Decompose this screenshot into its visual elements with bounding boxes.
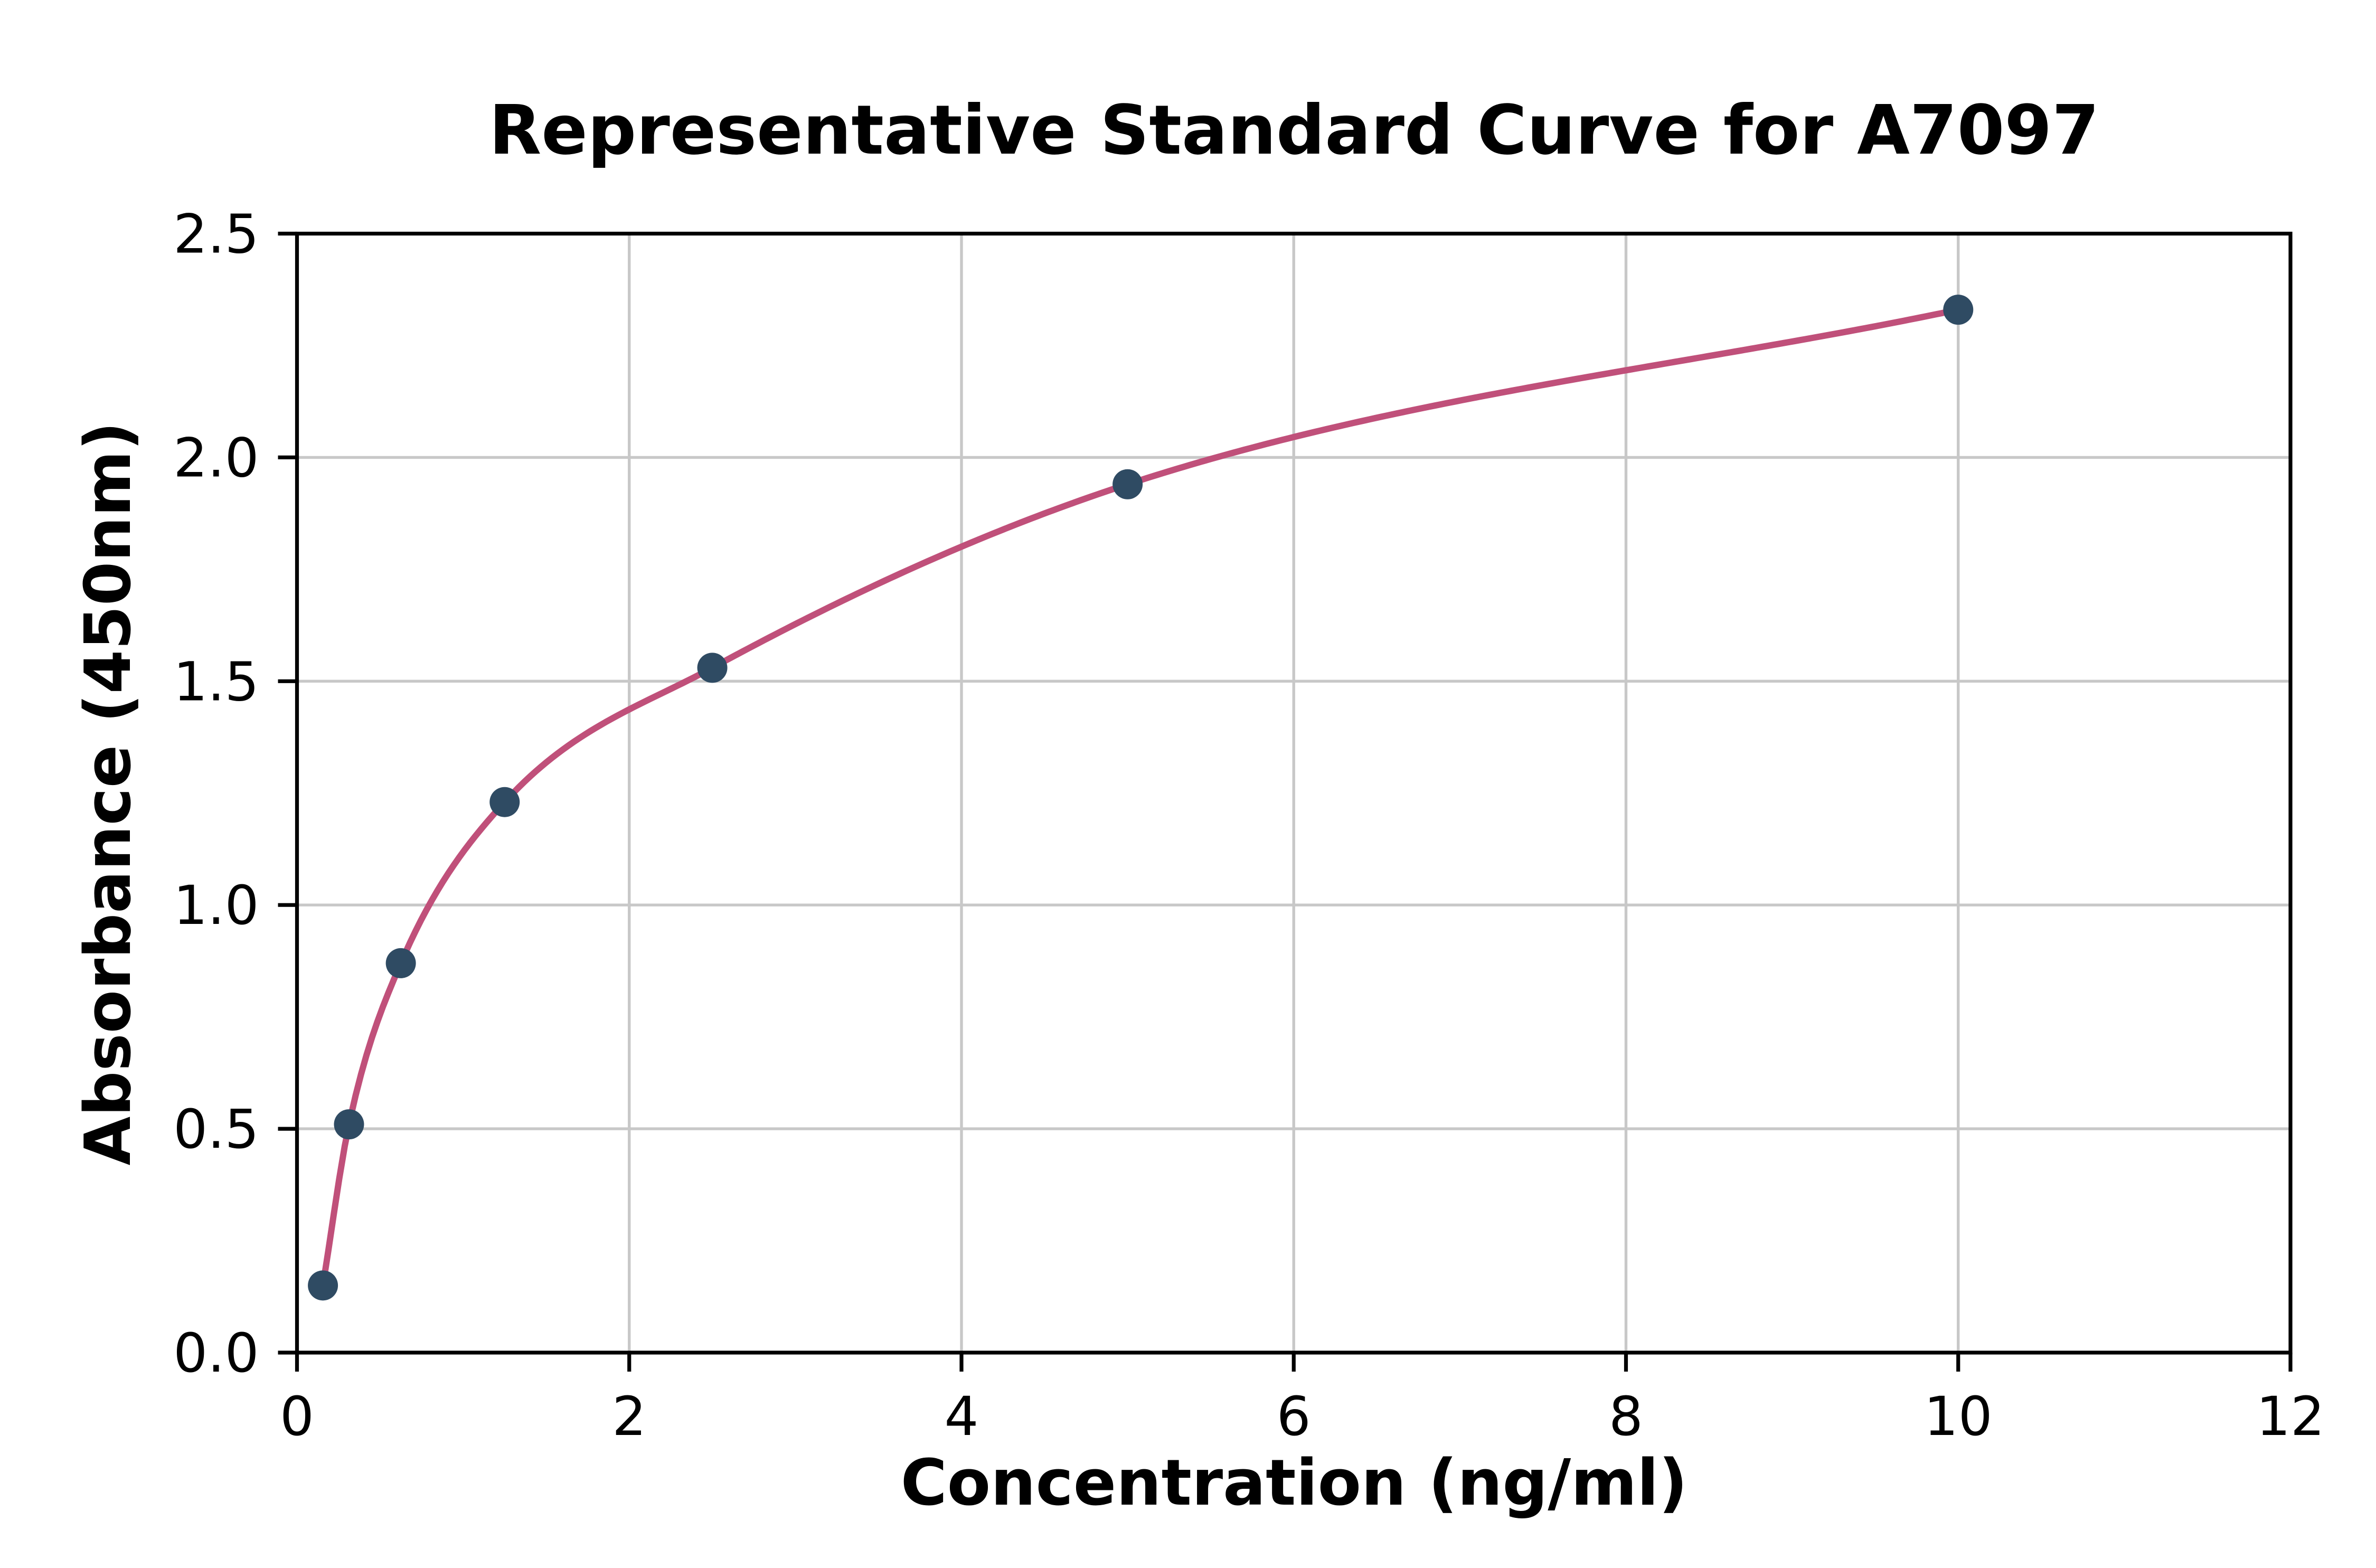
grid-layer (295, 232, 2292, 1354)
x-tick-label: 4 (945, 1385, 979, 1448)
y-tick-label: 2.5 (173, 203, 259, 266)
tick-labels-layer: 0 2 4 6 8 10 12 0.0 0.5 1.0 1.5 2.0 2.5 (173, 203, 2325, 1449)
data-point (334, 1109, 364, 1140)
points-layer (308, 295, 1974, 1301)
y-tick-label: 0.5 (173, 1098, 259, 1161)
x-tick-label: 2 (612, 1385, 646, 1448)
x-tick-label: 12 (2256, 1385, 2325, 1448)
data-point (308, 1270, 338, 1301)
x-tick-label: 10 (1924, 1385, 1993, 1448)
y-tick-label: 2.0 (173, 427, 259, 489)
x-tick-label: 6 (1277, 1385, 1311, 1448)
data-point (1943, 295, 1974, 325)
ticks-layer (278, 231, 2293, 1372)
y-tick-label: 1.0 (173, 874, 259, 937)
chart-title: Representative Standard Curve for A7097 (489, 91, 2099, 170)
y-axis-label: Absorbance (450nm) (72, 421, 145, 1165)
y-tick-label: 1.5 (173, 650, 259, 713)
x-tick-label: 0 (280, 1385, 314, 1448)
data-point (697, 653, 728, 683)
y-tick-label: 0.0 (173, 1322, 259, 1385)
x-axis-label: Concentration (ng/ml) (901, 1447, 1688, 1520)
x-tick-label: 8 (1609, 1385, 1643, 1448)
data-point (385, 948, 416, 978)
data-point (1112, 469, 1143, 499)
data-point (489, 787, 520, 817)
